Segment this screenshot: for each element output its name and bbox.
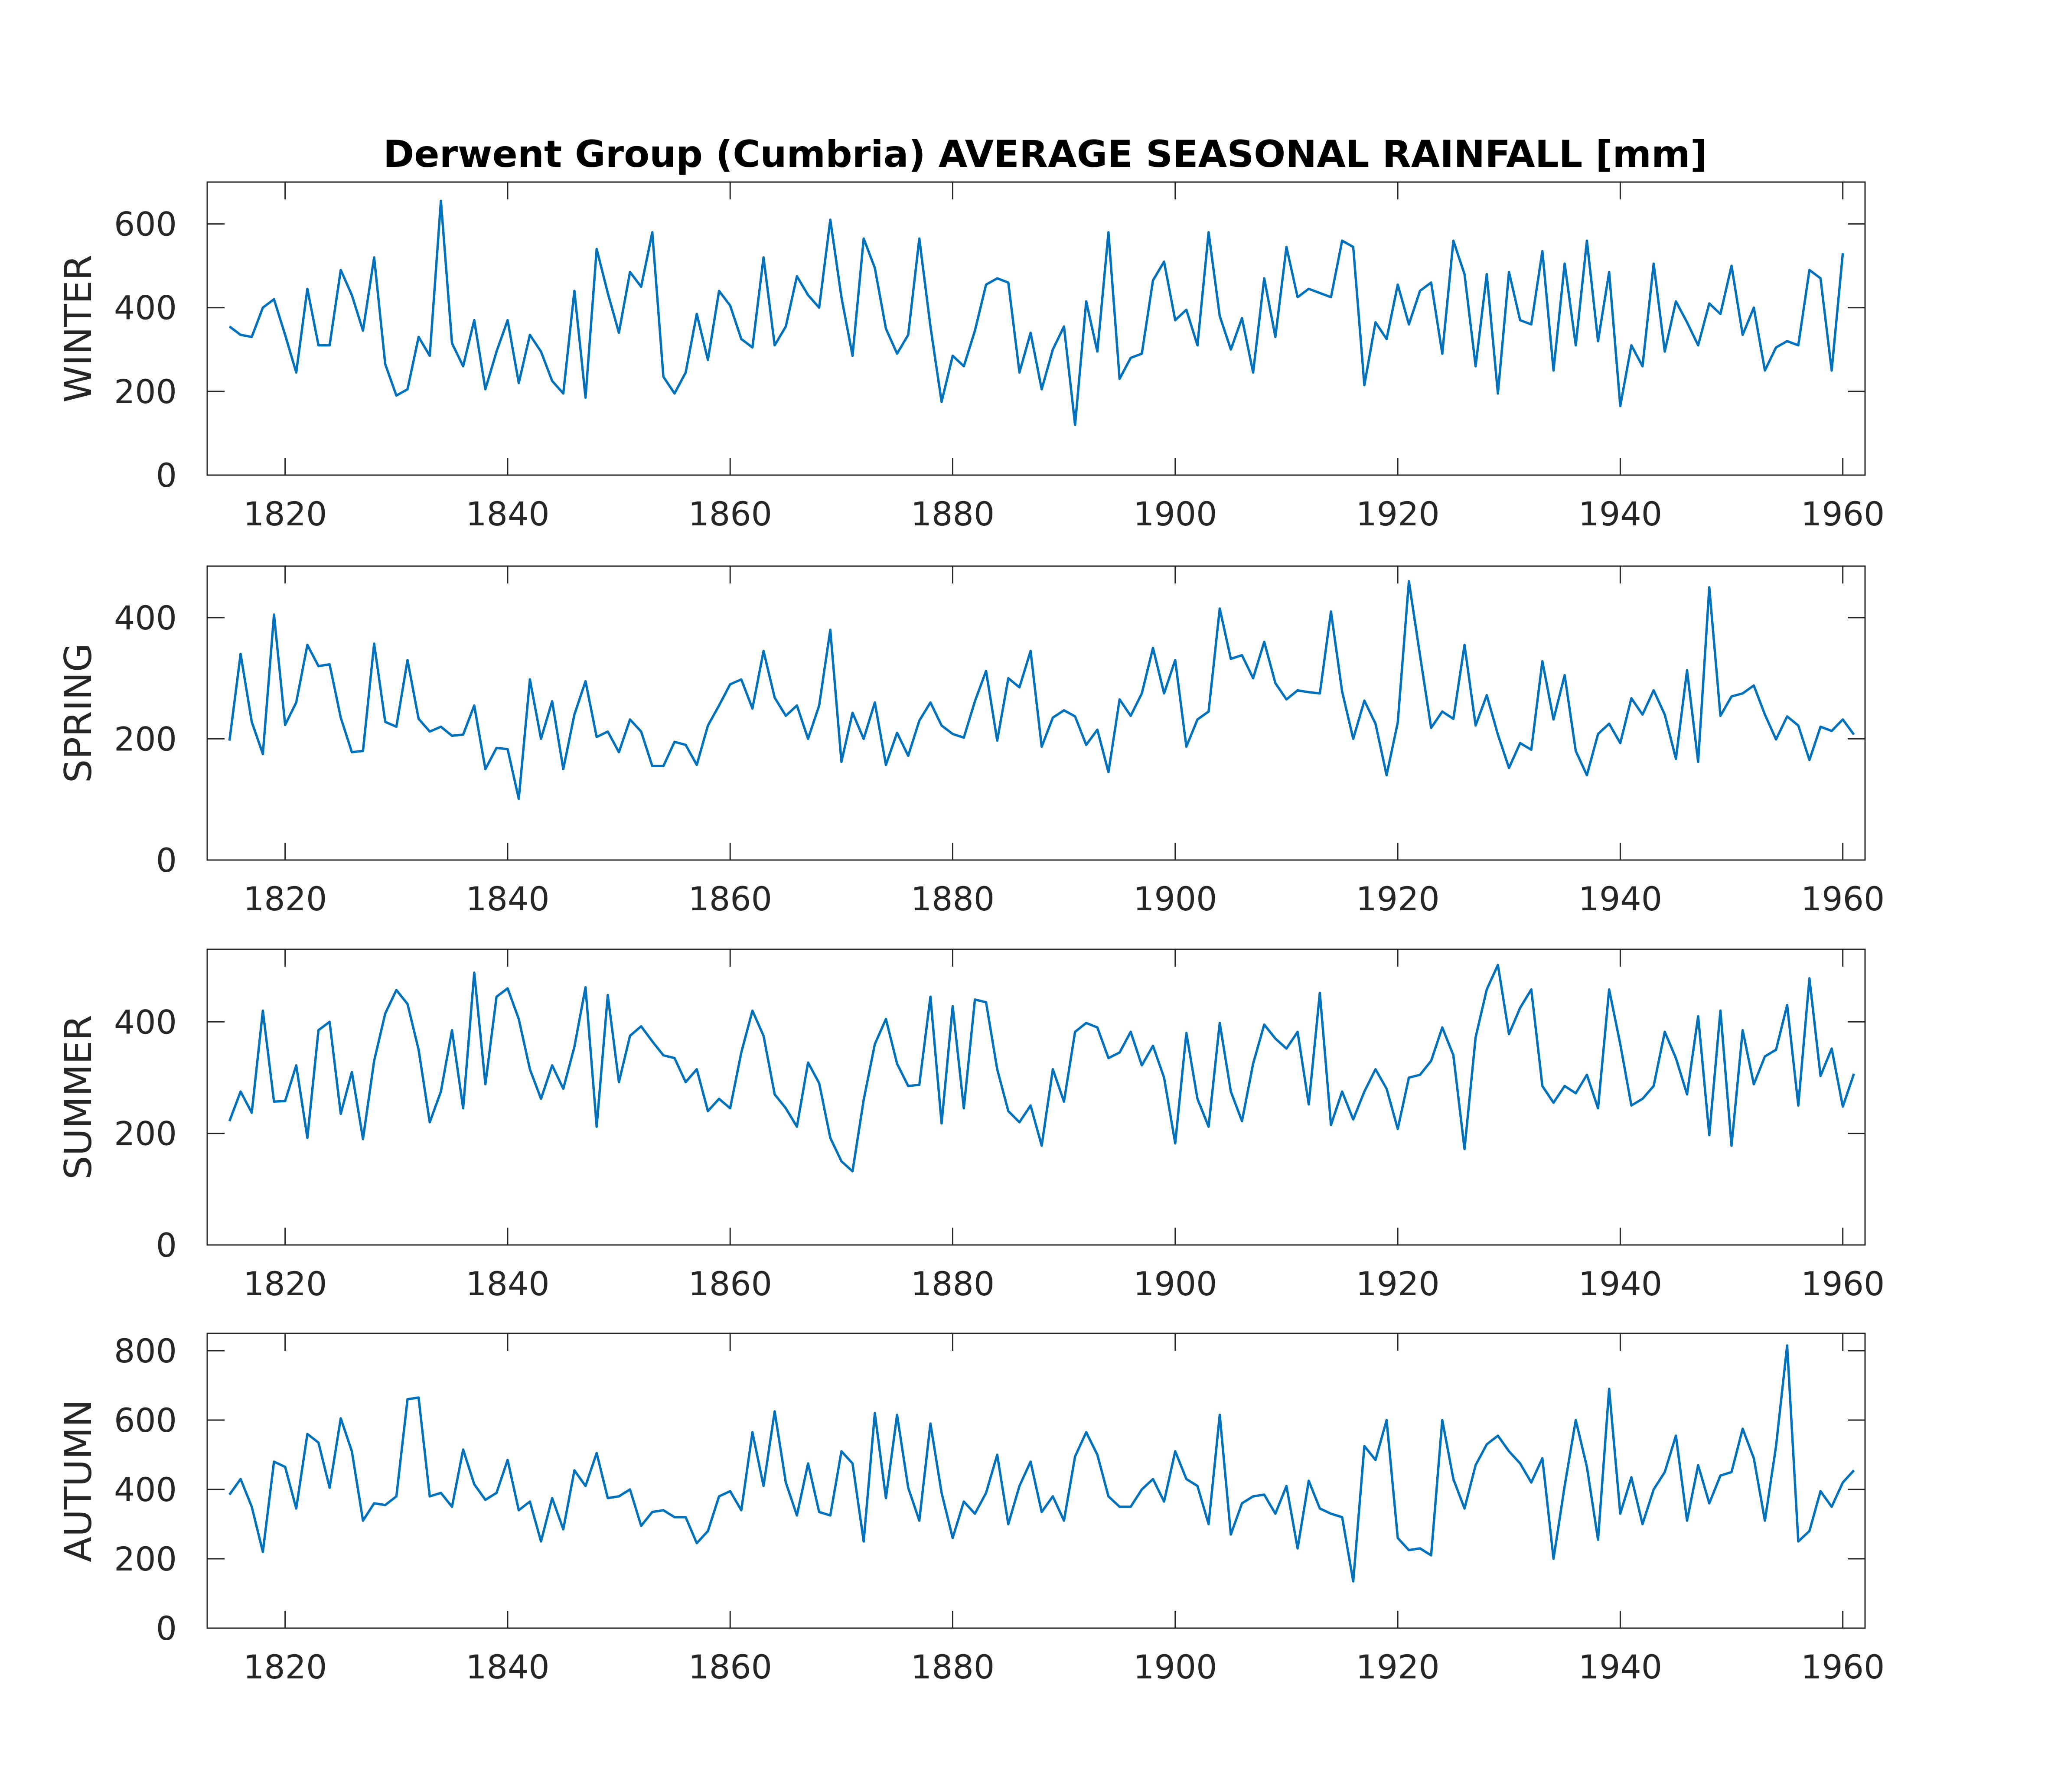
x-tick-label: 1960	[1801, 1264, 1885, 1303]
panel-winter-ylabel: WINTER	[57, 254, 100, 402]
x-tick-label: 1960	[1801, 495, 1885, 533]
x-tick-label: 1900	[1133, 1648, 1217, 1686]
y-tick-label: 200	[114, 720, 177, 758]
panel-spring: 1820 1840 1860 1880 1900 1920 1940 1960 0 200 400 S…	[57, 565, 1885, 918]
x-tick-label: 1820	[243, 880, 327, 918]
x-tick-label: 1860	[688, 880, 772, 918]
y-tick-label: 800	[114, 1332, 177, 1370]
y-tick-label: 0	[156, 1609, 177, 1648]
series-line-winter	[228, 199, 1844, 426]
x-tick-label: 1940	[1578, 495, 1662, 533]
x-tick-label: 1920	[1356, 1648, 1439, 1686]
panel-summer-frame	[206, 948, 1866, 1246]
x-tick-label: 1840	[466, 495, 549, 533]
y-tick-label: 400	[114, 1470, 177, 1509]
x-tick-label: 1940	[1578, 1264, 1662, 1303]
x-tick-label: 1960	[1801, 1648, 1885, 1686]
x-tick-label: 1840	[466, 1264, 549, 1303]
x-tick-label: 1880	[911, 1648, 995, 1686]
panels-group: 1820 1840 1860 1880 1900 1920 1940 1960 0 200 400 6…	[57, 181, 1885, 1686]
x-tick-label: 1900	[1133, 495, 1217, 533]
chart-title: Derwent Group (Cumbria) AVERAGE SEASONAL…	[383, 133, 1707, 176]
x-tick-label: 1920	[1356, 880, 1439, 918]
y-tick-label: 600	[114, 1401, 177, 1440]
x-tick-label: 1920	[1356, 495, 1439, 533]
panel-winter-frame	[206, 181, 1866, 476]
x-tick-label: 1880	[911, 495, 995, 533]
panel-spring-ylabel: SPRING	[57, 643, 100, 783]
x-tick-label: 1820	[243, 1264, 327, 1303]
y-tick-label: 200	[114, 1540, 177, 1578]
series-line-spring	[228, 580, 1855, 800]
x-tick-label: 1840	[466, 1648, 549, 1686]
panel-autumn-frame	[206, 1333, 1866, 1629]
panel-spring-frame	[206, 565, 1866, 861]
y-tick-label: 0	[156, 1226, 177, 1264]
x-tick-label: 1940	[1578, 880, 1662, 918]
y-tick-label: 0	[156, 841, 177, 880]
x-tick-label: 1880	[911, 880, 995, 918]
panel-winter: 1820 1840 1860 1880 1900 1920 1940 1960 0 200 400 6…	[57, 181, 1885, 533]
y-tick-label: 200	[114, 1114, 177, 1153]
series-line-autumn	[228, 1344, 1855, 1583]
y-tick-label: 400	[114, 1003, 177, 1041]
x-tick-label: 1860	[688, 1264, 772, 1303]
y-tick-label: 400	[114, 599, 177, 637]
x-tick-label: 1900	[1133, 1264, 1217, 1303]
x-tick-label: 1920	[1356, 1264, 1439, 1303]
y-tick-label: 600	[114, 205, 177, 244]
panel-autumn-ylabel: AUTUMN	[57, 1399, 100, 1562]
x-tick-label: 1880	[911, 1264, 995, 1303]
x-tick-label: 1860	[688, 1648, 772, 1686]
series-line-summer	[228, 964, 1855, 1173]
x-tick-label: 1840	[466, 880, 549, 918]
x-tick-label: 1900	[1133, 880, 1217, 918]
y-tick-label: 200	[114, 372, 177, 411]
x-tick-label: 1860	[688, 495, 772, 533]
panel-summer-ylabel: SUMMER	[57, 1015, 100, 1179]
y-tick-label: 0	[156, 456, 177, 495]
panel-autumn: 1820 1840 1860 1880 1900 1920 1940 1960 0 200 400 6…	[57, 1332, 1885, 1686]
x-tick-label: 1820	[243, 1648, 327, 1686]
x-tick-label: 1940	[1578, 1648, 1662, 1686]
panel-summer: 1820 1840 1860 1880 1900 1920 1940 1960 0 200 400 S…	[57, 948, 1885, 1303]
y-tick-label: 400	[114, 289, 177, 327]
x-tick-label: 1960	[1801, 880, 1885, 918]
x-tick-label: 1820	[243, 495, 327, 533]
